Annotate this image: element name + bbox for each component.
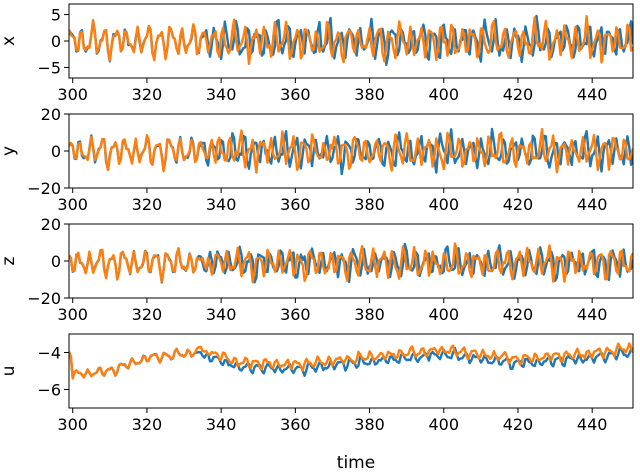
- y-axis-label: x: [0, 36, 19, 46]
- series-group: [69, 342, 633, 380]
- x-tick-label: 380: [354, 305, 385, 324]
- y-tick-label: 20: [41, 105, 61, 124]
- x-axis-label: time: [337, 453, 375, 473]
- x-tick-label: 360: [280, 195, 311, 214]
- x-tick-label: 340: [206, 195, 237, 214]
- y-tick-label: −6: [37, 381, 61, 400]
- x-tick-label: 420: [503, 85, 534, 104]
- x-tick-label: 340: [206, 305, 237, 324]
- x-tick-label: 300: [57, 415, 88, 434]
- x-tick-label: 420: [503, 305, 534, 324]
- x-tick-label: 420: [503, 415, 534, 434]
- x-tick-label: 380: [354, 195, 385, 214]
- x-tick-label: 320: [132, 85, 163, 104]
- y-tick-label: 20: [41, 215, 61, 234]
- y-tick-label: −20: [27, 179, 61, 198]
- y-axis-label: y: [0, 146, 19, 156]
- x-tick-label: 440: [577, 195, 608, 214]
- y-tick-label: −5: [37, 58, 61, 77]
- x-tick-label: 320: [132, 415, 163, 434]
- x-tick-label: 360: [280, 415, 311, 434]
- x-tick-label: 380: [354, 415, 385, 434]
- series-group: [69, 14, 633, 66]
- x-tick-label: 300: [57, 195, 88, 214]
- panel-z: 300 320 340 360 380 400 420 440 −20 0 20 z: [0, 215, 634, 324]
- panel-y: 300 320 340 360 380 400 420 440 −20 0 20 y: [0, 105, 634, 214]
- panel-x: 300 320 340 360 380 400 420 440 −5 0 5 x: [0, 3, 634, 104]
- x-tick-label: 440: [577, 305, 608, 324]
- series-line-2: [69, 15, 633, 66]
- x-tick-label: 360: [280, 85, 311, 104]
- x-tick-label: 320: [132, 305, 163, 324]
- series-group: [69, 127, 633, 176]
- y-tick-label: 5: [51, 6, 61, 25]
- series-line-2: [69, 342, 633, 380]
- x-tick-label: 300: [57, 305, 88, 324]
- y-axis-label: u: [0, 366, 19, 377]
- series-line-1: [69, 346, 633, 379]
- y-tick-label: 0: [51, 142, 61, 161]
- series-line-2: [69, 127, 633, 174]
- x-tick-label: 360: [280, 305, 311, 324]
- x-tick-label: 440: [577, 415, 608, 434]
- x-tick-label: 420: [503, 195, 534, 214]
- x-tick-label: 400: [428, 85, 459, 104]
- y-axis-label: z: [0, 256, 19, 265]
- x-tick-label: 340: [206, 415, 237, 434]
- y-tick-label: 0: [51, 252, 61, 271]
- y-tick-label: −4: [37, 344, 61, 363]
- x-tick-label: 400: [428, 195, 459, 214]
- series-line-2: [69, 242, 633, 284]
- x-tick-label: 400: [428, 415, 459, 434]
- panels: 300 320 340 360 380 400 420 440 −5 0 5 x 300 320 340 36…: [0, 3, 634, 434]
- series-group: [69, 242, 633, 284]
- y-tick-label: 0: [51, 32, 61, 51]
- x-tick-label: 340: [206, 85, 237, 104]
- panel-u: 300 320 340 360 380 400 420 440 −6 −4 u: [0, 333, 634, 434]
- x-tick-label: 300: [57, 85, 88, 104]
- x-tick-label: 440: [577, 85, 608, 104]
- y-tick-label: −20: [27, 289, 61, 308]
- x-tick-label: 380: [354, 85, 385, 104]
- x-tick-label: 320: [132, 195, 163, 214]
- plot-frame: [68, 333, 634, 409]
- x-tick-label: 400: [428, 305, 459, 324]
